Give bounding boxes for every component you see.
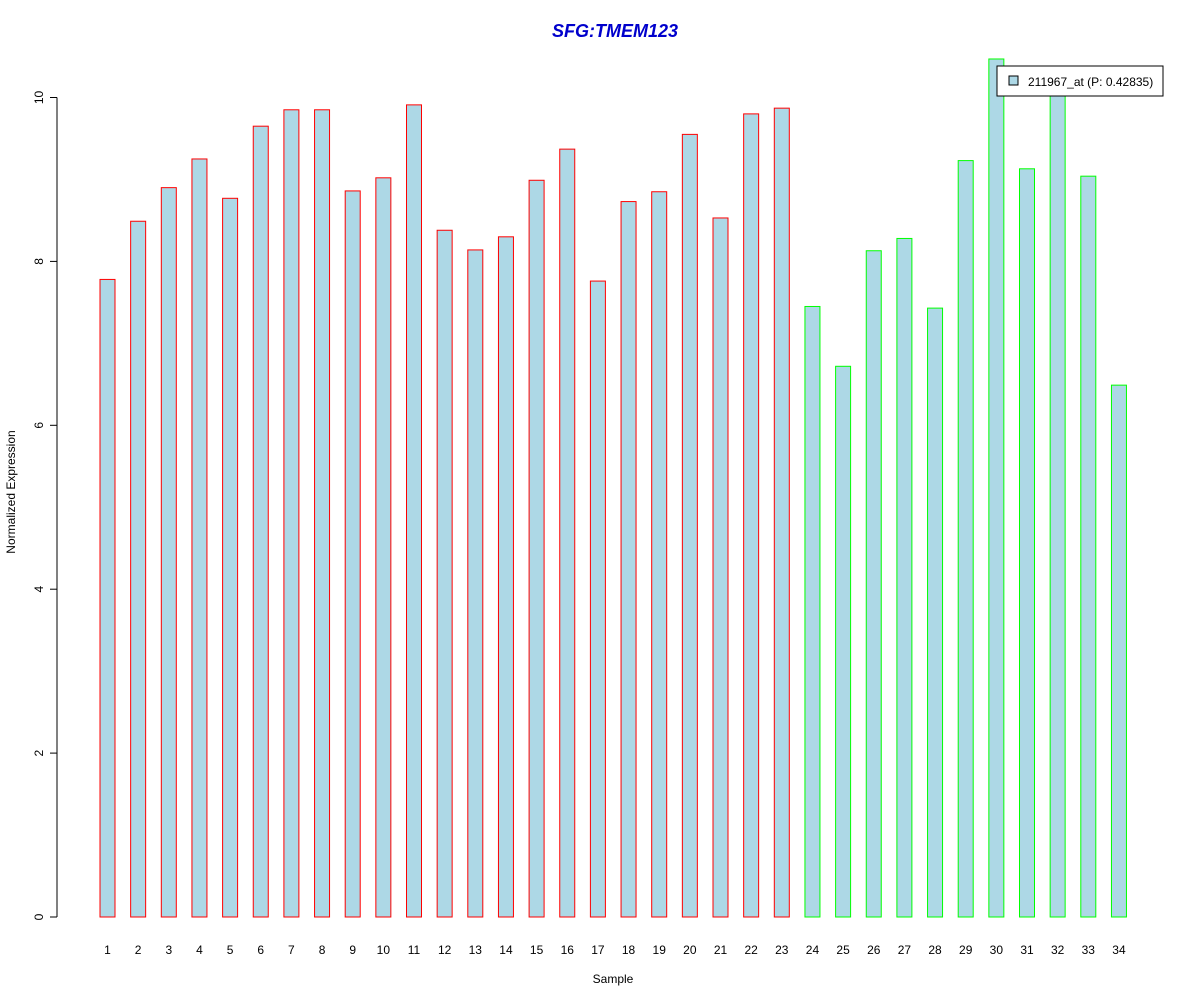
y-tick-label: 2 [32,749,46,756]
legend-box [996,65,1164,97]
bar-sample-27 [896,237,913,918]
x-tick-label: 12 [438,943,452,957]
bar-sample-13 [467,249,484,918]
y-tick-label: 0 [32,913,46,920]
x-tick-label: 6 [257,943,264,957]
bar-sample-11 [406,104,422,918]
bar-sample-30 [988,58,1005,918]
bar-sample-26 [865,250,882,918]
bar-sample-10 [375,177,392,918]
bar-sample-28 [927,307,944,918]
bar-sample-8 [314,109,331,918]
x-tick-label: 5 [227,943,234,957]
legend-swatch [1008,75,1019,86]
x-tick-label: 33 [1082,943,1096,957]
x-tick-label: 24 [806,943,820,957]
x-tick-label: 9 [349,943,356,957]
bar-sample-2 [130,220,147,918]
bar-sample-34 [1110,384,1127,918]
bar-sample-6 [252,125,269,918]
x-tick-label: 21 [714,943,728,957]
bar-sample-33 [1080,175,1097,918]
bar-sample-4 [191,158,208,918]
x-tick-label: 19 [653,943,667,957]
legend-label: 211967_at (P: 0.42835) [1028,75,1153,89]
bar-sample-21 [712,217,729,918]
bar-sample-23 [773,107,790,918]
x-tick-label: 3 [165,943,172,957]
bar-sample-12 [436,229,453,918]
bar-sample-15 [528,179,545,918]
x-tick-label: 27 [898,943,912,957]
x-axis-label: Sample [593,972,634,986]
y-tick-label: 8 [32,258,46,265]
x-tick-label: 17 [591,943,605,957]
x-tick-label: 4 [196,943,203,957]
bar-sample-22 [743,113,760,918]
y-tick-label: 10 [32,91,46,105]
bar-sample-3 [160,187,177,918]
bar-sample-24 [804,305,821,918]
x-tick-label: 25 [836,943,850,957]
x-tick-label: 7 [288,943,295,957]
bar-sample-1 [99,278,116,918]
bar-sample-17 [589,280,606,918]
x-tick-label: 1 [104,943,111,957]
x-tick-label: 28 [928,943,942,957]
x-tick-label: 13 [469,943,483,957]
x-tick-label: 11 [408,943,421,957]
bar-sample-7 [283,109,300,918]
bar-sample-20 [681,133,698,918]
x-tick-label: 32 [1051,943,1065,957]
x-tick-label: 31 [1020,943,1034,957]
x-tick-label: 15 [530,943,544,957]
bar-sample-18 [620,201,637,918]
x-tick-label: 10 [377,943,391,957]
bar-sample-9 [344,190,361,918]
x-tick-label: 30 [990,943,1004,957]
x-tick-label: 2 [135,943,142,957]
bar-sample-14 [497,236,514,918]
x-tick-label: 16 [561,943,575,957]
y-tick-label: 4 [32,586,46,593]
bar-sample-19 [651,191,668,918]
bar-sample-25 [835,365,852,918]
bar-sample-5 [222,197,239,918]
bar-sample-29 [957,160,974,918]
x-tick-label: 29 [959,943,973,957]
x-tick-label: 34 [1112,943,1126,957]
bar-sample-32 [1049,84,1066,918]
x-tick-label: 20 [683,943,697,957]
bar-sample-31 [1019,168,1035,918]
legend: 211967_at (P: 0.42835) [996,65,1164,97]
x-tick-label: 22 [744,943,758,957]
chart-title: SFG:TMEM123 [552,21,678,41]
x-axis-tick-labels: 1 2 3 4 5 6 7 8 9 10 11 12 13 14 15 16 17 18 19 20 21 22 23 24 2… [104,943,1126,957]
y-tick-label: 6 [32,422,46,429]
x-tick-label: 14 [499,943,513,957]
x-tick-label: 18 [622,943,636,957]
x-tick-label: 26 [867,943,881,957]
x-tick-label: 23 [775,943,789,957]
bars-group [99,58,1127,918]
bar-sample-16 [559,148,576,918]
y-axis-label: Normalized Expression [4,430,18,553]
y-axis: 0 2 4 6 8 10 [32,91,58,920]
x-tick-label: 8 [319,943,326,957]
